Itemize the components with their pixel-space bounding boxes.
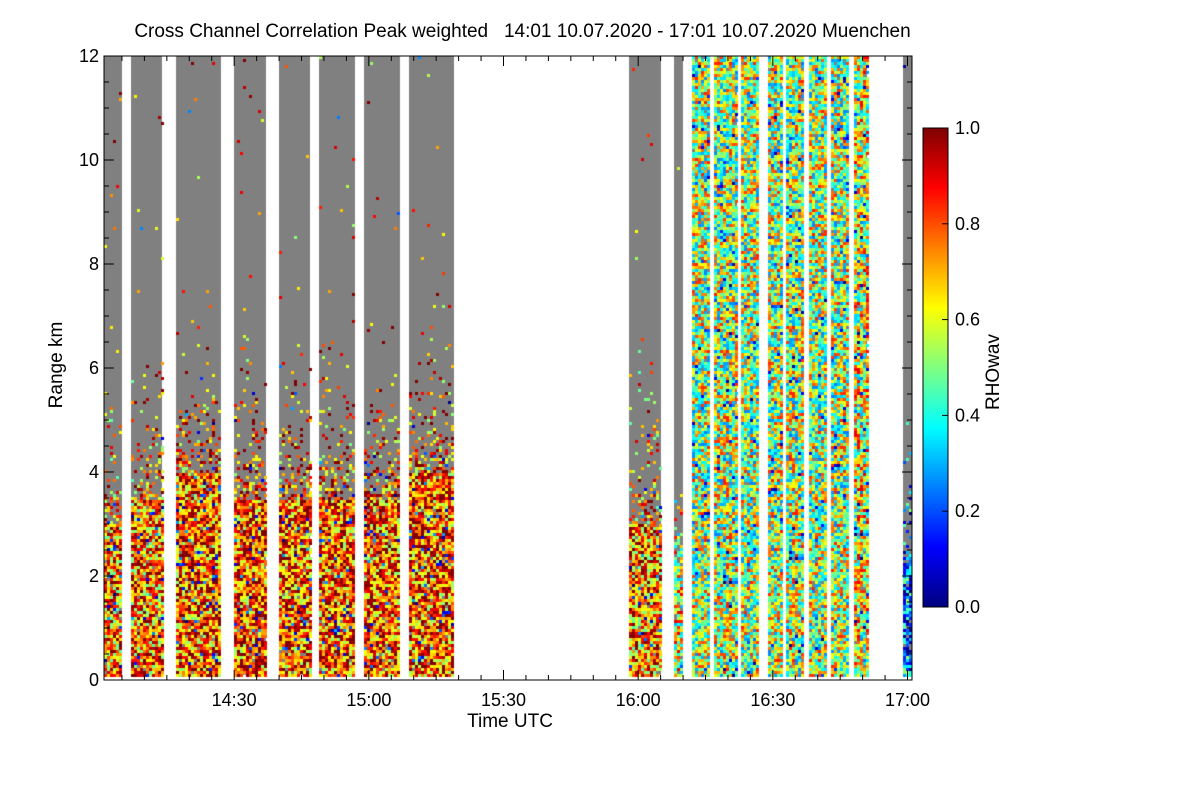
x-tick-label: 14:30 [212,690,257,710]
colorbar-tick-label: 0.6 [955,310,980,330]
colorbar-label: RHOwav [983,333,1004,410]
x-axis-title: Time UTC [467,711,553,732]
x-tick-label: 16:00 [616,690,661,710]
colorbar-tick-label: 0.0 [955,597,980,617]
y-tick-label: 0 [89,670,99,690]
x-tick-label: 17:00 [885,690,930,710]
colorbar-tick-label: 0.4 [955,405,980,425]
x-tick-label: 15:30 [481,690,526,710]
x-tick-label: 16:30 [750,690,795,710]
heatmap-image [104,56,912,680]
chart-title: Cross Channel Correlation Peak weighted … [134,21,911,42]
colorbar-tick-label: 0.8 [955,214,980,234]
y-axis-title: Range km [46,322,67,409]
y-tick-label: 2 [89,566,99,586]
y-tick-label: 4 [89,462,99,482]
x-axis: 14:30 15:00 15:30 16:00 16:30 17:00 [121,56,930,710]
y-axis: 0 2 4 6 8 10 12 [79,46,912,690]
x-tick-label: 15:00 [346,690,391,710]
y-tick-label: 10 [79,150,99,170]
heatmap-layer [104,56,912,680]
colorbar-gradient [922,127,949,608]
colorbar-tick-label: 0.2 [955,501,980,521]
colorbar-tick-label: 1.0 [955,118,980,138]
y-tick-label: 8 [89,254,99,274]
y-tick-label: 6 [89,358,99,378]
colorbar: 0.0 0.2 0.4 0.6 0.8 1.0 [922,118,980,617]
y-tick-label: 12 [79,46,99,66]
